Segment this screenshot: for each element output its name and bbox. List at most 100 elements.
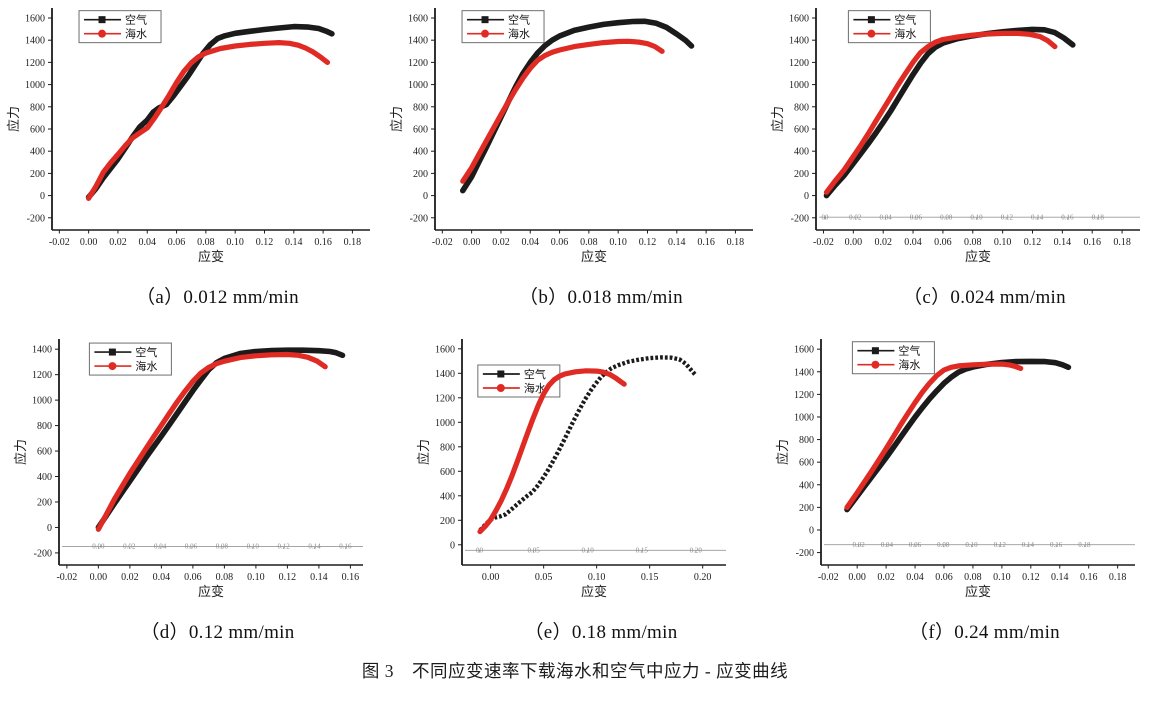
- ghost-tick-label: 0.02: [123, 543, 136, 551]
- x-tick-label: 0.04: [152, 572, 170, 583]
- series-seawater: [85, 40, 330, 201]
- y-tick-label: 200: [37, 497, 52, 508]
- subplot-d: -200 0 200 400 600 800 1000 1200 1400 -0.02 0.00 0.…: [0, 333, 383, 644]
- ghost-tick-label: 0.12: [993, 541, 1006, 549]
- series-seawater: [823, 30, 1057, 195]
- x-tick-label: 0.08: [197, 237, 215, 248]
- y-tick-label: 1600: [25, 13, 45, 24]
- ghost-tick-label: 0.05: [527, 547, 540, 555]
- ghost-tick-label: 0.08: [215, 543, 228, 551]
- series-air: [823, 26, 1076, 199]
- axes: -200 0 200 400 600 800 1000 1200 1400 1600 -0.02 0.…: [775, 339, 1135, 599]
- y-tick-label: 800: [413, 102, 428, 113]
- y-tick-label: -200: [790, 213, 808, 224]
- y-tick-label: -200: [33, 548, 51, 559]
- y-tick-label: 1200: [408, 58, 428, 69]
- y-tick-label: 1400: [25, 36, 45, 47]
- x-tick-label: 0.14: [1053, 237, 1071, 248]
- legend-label-air: 空气: [898, 344, 920, 358]
- y-tick-label: 200: [799, 503, 814, 514]
- legend-circle-marker-icon: [481, 29, 490, 38]
- legend-label-seawater: 海水: [125, 27, 147, 41]
- y-tick-label: 1000: [25, 80, 45, 91]
- legend-square-marker-icon: [98, 16, 106, 24]
- axes: -200 0 200 400 600 800 1000 1200 1400 1600 -0.02 0.…: [770, 8, 1140, 264]
- chart-f: -200 0 200 400 600 800 1000 1200 1400 1600 -0.02 0.…: [775, 339, 1135, 599]
- x-tick-label: 0.18: [1108, 572, 1126, 583]
- legend-square-marker-icon: [481, 16, 489, 24]
- legend-square-marker-icon: [871, 347, 879, 355]
- y-tick-label: 1400: [32, 345, 52, 356]
- x-tick-label: -0.02: [432, 237, 453, 248]
- ghost-tick-label: 0.12: [1000, 213, 1013, 221]
- ghost-axis: 0.00 0.02 0.04 0.06 0.08 0.10 0.12 0.14 0.16: [61, 543, 363, 551]
- ghost-tick-label: 0.14: [308, 543, 321, 551]
- y-tick-label: 200: [440, 516, 455, 527]
- x-tick-label: 0.06: [167, 237, 185, 248]
- ghost-axis: 00 0.02 0.04 0.06 0.08 0.10 0.12 0.14 0.16 0.18: [818, 213, 1140, 221]
- x-tick-label: 0.04: [904, 237, 922, 248]
- x-tick-label: -0.02: [813, 237, 834, 248]
- ghost-tick-label: 0.14: [1031, 213, 1044, 221]
- y-tick-label: 0: [804, 191, 809, 202]
- x-tick-label: 0.15: [641, 572, 659, 583]
- x-tick-label: 0.10: [993, 237, 1011, 248]
- legend-circle-marker-icon: [107, 362, 116, 371]
- ghost-tick-label: 0.06: [909, 213, 922, 221]
- y-tick-label: 600: [30, 124, 45, 135]
- subplot-caption-b: （b）0.018 mm/min: [519, 287, 683, 308]
- legend-box: [78, 10, 162, 44]
- x-tick-label: 0.02: [877, 572, 895, 583]
- legend-label-air: 空气: [894, 13, 916, 27]
- axes: 0 200 400 600 800 1000 1200 1400 1600 0.00 0.05 0.1…: [416, 339, 726, 599]
- ghost-tick-label: 0.16: [1061, 213, 1074, 221]
- x-tick-label: 0.20: [694, 572, 712, 583]
- y-tick-label: 1200: [32, 370, 52, 381]
- ghost-tick-label: 0.00: [92, 543, 105, 551]
- x-tick-label: 0.06: [184, 572, 202, 583]
- ghost-tick-label: 0.06: [908, 541, 921, 549]
- figure-caption: 图 3 不同应变速率下载海水和空气中应力 - 应变曲线: [361, 661, 789, 681]
- x-tick-label: 0.00: [79, 237, 97, 248]
- x-tick-label: 0.00: [844, 237, 862, 248]
- x-tick-label: 0.00: [463, 237, 481, 248]
- y-tick-label: 600: [440, 467, 455, 478]
- y-tick-label: 400: [799, 480, 814, 491]
- x-tick-label: 0.00: [482, 572, 500, 583]
- y-tick-label: 200: [794, 169, 809, 180]
- x-tick-label: 0.10: [226, 237, 244, 248]
- subplot-b: -200 0 200 400 600 800 1000 1200 1400 1600 -0.02 0.…: [383, 2, 767, 309]
- x-tick-label: 0.06: [935, 572, 953, 583]
- y-axis-title: 应力: [775, 439, 790, 465]
- x-tick-label: 0.00: [848, 572, 866, 583]
- ghost-tick-label: 0.15: [636, 547, 649, 555]
- y-tick-label: -200: [26, 213, 44, 224]
- x-tick-label: 0.14: [310, 572, 328, 583]
- y-tick-label: 0: [450, 540, 455, 551]
- y-tick-label: 0: [40, 191, 45, 202]
- y-tick-label: 1000: [789, 80, 809, 91]
- x-axis-title: 应变: [964, 249, 990, 264]
- x-tick-label: 0.14: [668, 237, 686, 248]
- y-tick-label: 0: [423, 191, 428, 202]
- x-tick-label: 0.08: [580, 237, 598, 248]
- x-tick-label: 0.02: [492, 237, 510, 248]
- y-axis-title: 应力: [6, 106, 21, 132]
- chart-a: -200 0 200 400 600 800 1000 1200 1400 1600 -0.02 0.…: [6, 8, 370, 264]
- ghost-tick-label: 0.08: [940, 213, 953, 221]
- x-tick-label: 0.12: [278, 572, 296, 583]
- x-axis-title: 应变: [581, 584, 607, 599]
- ghost-tick-label: 0.12: [277, 543, 290, 551]
- legend-label-seawater: 海水: [508, 27, 530, 41]
- ghost-tick-label: 0.20: [690, 547, 703, 555]
- axes: -200 0 200 400 600 800 1000 1200 1400 1600 -0.02 0.…: [389, 8, 753, 264]
- y-tick-label: 800: [37, 421, 52, 432]
- ghost-tick-label: 0.06: [184, 543, 197, 551]
- x-tick-label: 0.06: [934, 237, 952, 248]
- series-seawater: [460, 38, 665, 184]
- x-tick-label: 0.14: [285, 237, 303, 248]
- y-tick-label: 400: [440, 491, 455, 502]
